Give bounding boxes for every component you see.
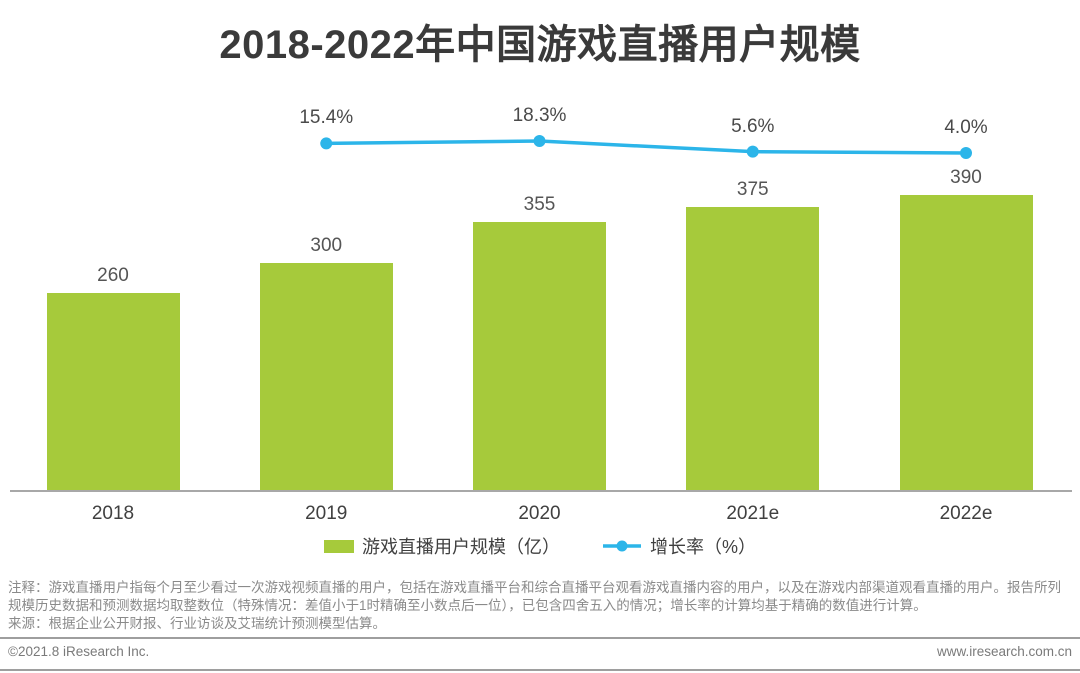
growth-point	[320, 137, 333, 150]
growth-value-label: 15.4%	[299, 107, 354, 129]
x-axis-label: 2020	[518, 503, 561, 524]
bar-value-label: 390	[950, 167, 982, 189]
bar	[46, 293, 180, 490]
legend-item-growth: 增长率（%）	[602, 533, 756, 559]
footer: ©2021.8 iResearch Inc. www.iresearch.com…	[8, 644, 1072, 659]
growth-point	[746, 145, 759, 158]
bar-swatch-icon	[323, 539, 354, 553]
bar-value-label: 355	[523, 193, 556, 215]
growth-value-label: 4.0%	[944, 117, 988, 138]
notes: 注释：游戏直播用户指每个月至少看过一次游戏视频直播的用户，包括在游戏直播平台和综…	[8, 579, 1072, 633]
legend-label-users: 游戏直播用户规模（亿）	[361, 537, 560, 557]
chart-title: 2018-2022年中国游戏直播用户规模	[219, 23, 861, 67]
growth-point	[533, 135, 546, 148]
website-text: www.iresearch.com.cn	[936, 644, 1072, 659]
growth-value-label: 18.3%	[512, 105, 567, 126]
growth-line	[326, 139, 967, 155]
bar-value-label: 260	[97, 265, 129, 287]
bar	[899, 195, 1033, 490]
x-axis-label: 2018	[91, 503, 135, 524]
x-axis-label: 2019	[305, 503, 348, 524]
x-axis-line	[10, 490, 1072, 492]
copyright-text: ©2021.8 iResearch Inc.	[8, 644, 150, 659]
chart-area: 2018 2019 2020 2021e 2022e 260 300 355 375 390 15…	[10, 105, 1072, 524]
legend-item-users: 游戏直播用户规模（亿）	[323, 533, 560, 559]
legend: 游戏直播用户规模（亿） 增长率（%）	[0, 533, 1080, 559]
bar	[686, 206, 820, 490]
bottom-divider	[0, 669, 1080, 671]
note-source-text: 来源：根据企业公开财报、行业访谈及艾瑞统计预测模型估算。	[8, 616, 386, 631]
growth-point	[960, 147, 972, 159]
x-axis-label: 2021e	[726, 503, 780, 524]
bar-value-label: 300	[310, 235, 343, 257]
note-annotation-text: 注释：游戏直播用户指每个月至少看过一次游戏视频直播的用户，包括在游戏直播平台和综…	[8, 580, 1061, 613]
x-axis-label: 2022e	[939, 503, 993, 524]
bar-value-label: 375	[736, 178, 769, 200]
bar	[473, 221, 606, 490]
bar	[259, 263, 393, 490]
line-marker-icon	[602, 540, 641, 552]
footer-divider	[0, 637, 1080, 639]
legend-label-growth: 增长率（%）	[649, 537, 756, 557]
growth-value-label: 5.6%	[731, 115, 775, 137]
